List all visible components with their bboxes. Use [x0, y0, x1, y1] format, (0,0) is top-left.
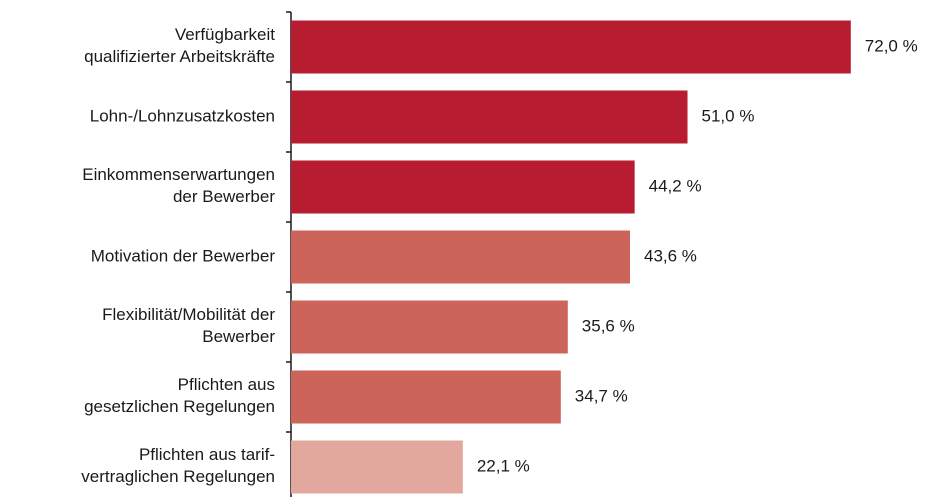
- bar: [291, 440, 463, 494]
- category-label: Motivation der Bewerber: [91, 246, 276, 265]
- bar: [291, 370, 561, 424]
- bar: [291, 20, 851, 74]
- value-label: 72,0 %: [865, 36, 918, 55]
- value-label: 35,6 %: [582, 316, 635, 335]
- category-label: Einkommenserwartungen der Bewerber: [82, 165, 275, 206]
- value-label: 22,1 %: [477, 456, 530, 475]
- value-label: 51,0 %: [702, 106, 755, 125]
- bar: [291, 230, 630, 284]
- category-label: Pflichten aus tarif-vertraglichen Regelu…: [81, 445, 275, 486]
- value-label: 44,2 %: [649, 176, 702, 195]
- category-label: Verfügbarkeit qualifizierter Arbeitskräft…: [84, 25, 275, 66]
- value-label: 34,7 %: [575, 386, 628, 405]
- category-label: Lohn-/Lohnzusatzkosten: [90, 106, 275, 125]
- bar: [291, 90, 688, 144]
- bar: [291, 300, 568, 354]
- category-label: Pflichten aus gesetzlichen Regelungen: [84, 375, 275, 416]
- category-label: Flexibilität/Mobilität der Bewerber: [102, 305, 275, 346]
- value-label: 43,6 %: [644, 246, 697, 265]
- bar: [291, 160, 635, 214]
